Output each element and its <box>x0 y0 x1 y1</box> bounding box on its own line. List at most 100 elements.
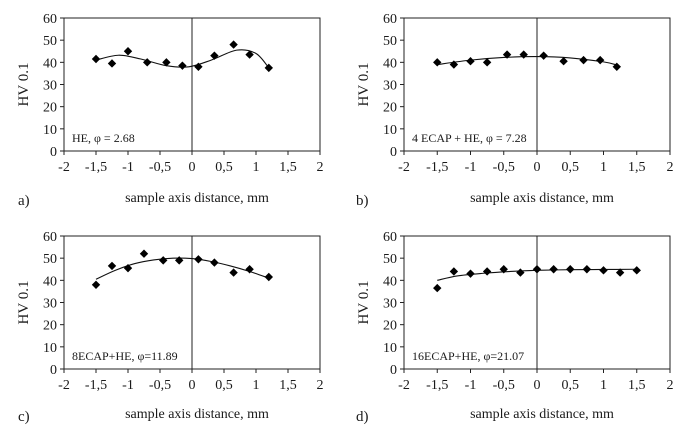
y-tick-label: 20 <box>43 101 57 116</box>
data-point <box>194 255 203 264</box>
y-tick-label: 60 <box>43 12 57 27</box>
data-point <box>449 267 459 276</box>
data-point <box>229 40 238 49</box>
y-tick-label: 30 <box>43 297 57 312</box>
y-tick-label: 40 <box>43 56 57 71</box>
data-point <box>245 50 254 59</box>
x-tick-label: 2 <box>317 160 324 175</box>
y-tick-label: 10 <box>43 341 57 356</box>
data-point <box>615 268 625 277</box>
data-point <box>612 62 621 71</box>
data-point <box>502 50 512 59</box>
x-tick-label: 2 <box>667 160 674 175</box>
y-tick-label: 50 <box>383 34 397 49</box>
x-tick-label: -2 <box>58 378 70 393</box>
y-tick-label: 20 <box>43 319 57 334</box>
annotation-label: HE, φ = 2.68 <box>72 131 135 145</box>
data-point <box>139 249 149 258</box>
x-tick-label: -1 <box>122 160 134 175</box>
data-point <box>466 269 475 278</box>
trend-line <box>95 257 269 280</box>
y-tick-label: 20 <box>383 101 397 116</box>
y-axis-label: HV 0.1 <box>16 63 32 107</box>
x-tick-label: 0 <box>534 160 541 175</box>
trend-line <box>95 49 270 69</box>
data-point <box>245 265 254 274</box>
x-tick-label: -2 <box>398 160 410 175</box>
x-axis-label: sample axis distance, mm <box>470 191 614 206</box>
y-tick-label: 30 <box>383 79 397 94</box>
y-tick-label: 50 <box>383 252 397 267</box>
data-point <box>449 60 459 69</box>
x-tick-label: 1,5 <box>628 378 646 393</box>
x-tick-label: -0,5 <box>493 160 515 175</box>
data-point <box>579 55 588 65</box>
x-tick-label: 0 <box>189 378 196 393</box>
x-axis-label: sample axis distance, mm <box>125 191 269 206</box>
y-tick-label: 60 <box>43 230 57 245</box>
trend-line <box>437 56 617 66</box>
x-tick-label: 0,5 <box>215 160 233 175</box>
data-point <box>599 266 608 275</box>
data-point <box>482 267 492 276</box>
x-tick-label: -1,5 <box>85 378 107 393</box>
y-tick-label: 50 <box>43 252 57 267</box>
data-point <box>466 57 475 66</box>
x-tick-label: -0,5 <box>493 378 515 393</box>
x-tick-label: -1,5 <box>426 160 448 175</box>
x-tick-label: 0,5 <box>562 160 580 175</box>
data-point <box>107 59 117 68</box>
y-tick-label: 40 <box>383 274 397 289</box>
x-tick-label: 1 <box>600 378 607 393</box>
y-tick-label: 60 <box>383 12 397 27</box>
data-point <box>194 62 203 71</box>
data-point <box>210 258 219 267</box>
y-tick-label: 50 <box>43 34 57 49</box>
y-axis-label: HV 0.1 <box>356 281 372 325</box>
chart-panel: 0 10 20 30 40 50 60 -2 -1,5 -1 -0,5 0 0,5 1 1,5 2 sample… <box>16 230 324 425</box>
data-point <box>264 272 273 282</box>
x-tick-label: -1,5 <box>85 160 107 175</box>
y-tick-label: 0 <box>390 363 397 378</box>
data-point <box>433 58 442 67</box>
y-tick-label: 0 <box>50 363 57 378</box>
data-point <box>499 265 508 274</box>
y-tick-label: 20 <box>383 319 397 334</box>
data-point <box>107 261 117 271</box>
data-point <box>175 256 184 265</box>
data-point <box>210 51 219 60</box>
panel-label: c) <box>18 409 30 425</box>
x-tick-label: 1,5 <box>628 160 646 175</box>
y-tick-label: 0 <box>390 145 397 160</box>
data-point <box>159 256 168 265</box>
data-point <box>123 263 133 273</box>
x-tick-label: -1 <box>465 378 477 393</box>
x-tick-label: 1,5 <box>279 160 297 175</box>
data-point <box>595 55 605 65</box>
data-point <box>559 57 568 66</box>
data-point <box>519 50 528 59</box>
data-point <box>264 63 273 73</box>
data-point <box>433 283 442 293</box>
x-tick-label: -2 <box>398 378 410 393</box>
y-axis-label: HV 0.1 <box>356 63 372 107</box>
y-axis-label: HV 0.1 <box>16 281 32 325</box>
annotation-label: 8ECAP+HE, φ=11.89 <box>72 349 178 363</box>
x-tick-label: -1 <box>122 378 134 393</box>
data-point <box>143 58 152 67</box>
x-tick-label: 1,5 <box>279 378 297 393</box>
data-point <box>566 265 575 274</box>
y-tick-label: 40 <box>383 56 397 71</box>
data-point <box>123 47 133 56</box>
x-tick-label: -0,5 <box>149 378 171 393</box>
data-point <box>582 265 592 274</box>
x-tick-label: 1 <box>253 160 260 175</box>
x-tick-label: 0,5 <box>215 378 233 393</box>
chart-panel: 0 10 20 30 40 50 60 -2 -1,5 -1 -0,5 0 0,5 1 1,5 2 sample… <box>356 230 674 425</box>
data-point <box>162 58 171 67</box>
data-point <box>516 268 525 277</box>
y-tick-label: 30 <box>43 79 57 94</box>
chart-panel: 0 10 20 30 40 50 60 -2 -1,5 -1 -0,5 0 0,5 1 1,5 2 sample… <box>16 12 324 209</box>
data-point <box>539 51 548 60</box>
x-tick-label: 1 <box>600 160 607 175</box>
